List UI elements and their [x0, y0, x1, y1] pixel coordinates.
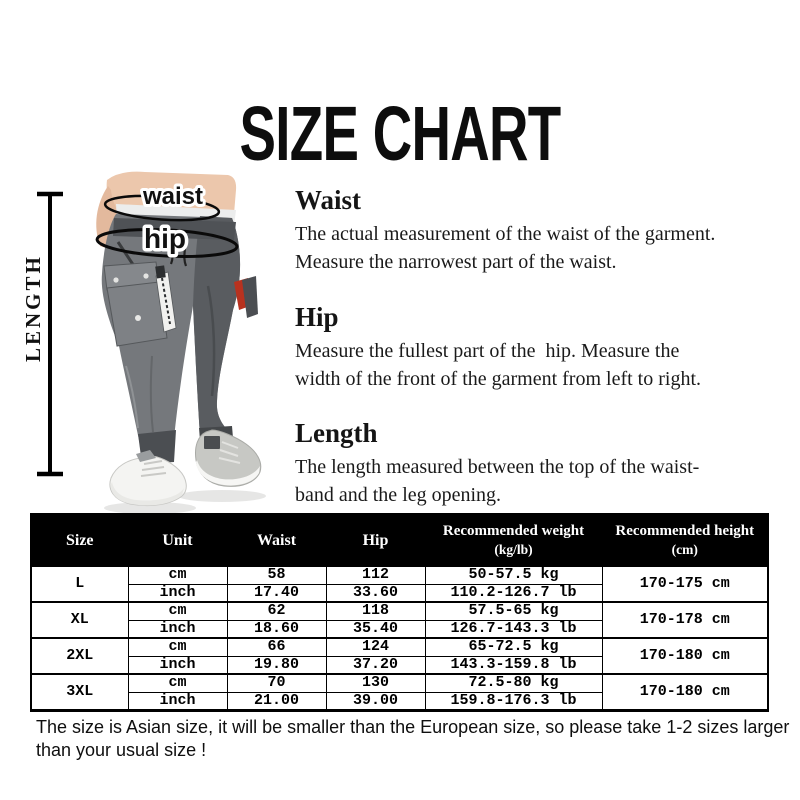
hip-section-body: Measure the fullest part of the hip. Mea… [295, 337, 795, 393]
hip-cell: 118 [325, 601, 426, 621]
table-row: inch 18.60 35.40 126.7-143.3 lb [31, 619, 768, 639]
column-header-height: Recommended height (cm) [601, 513, 769, 567]
table-row: L cm 58 112 50-57.5 kg 170-175 cm [30, 565, 769, 603]
text-line: The length measured between the top of t… [295, 456, 700, 478]
weight-cell: 65-72.5 kg [424, 637, 603, 657]
hip-cell: 35.40 [325, 619, 426, 639]
waist-ellipse [103, 194, 221, 222]
size-cell: L [30, 565, 129, 603]
page-title: SIZE CHART [239, 90, 562, 177]
text-line: width of the front of the garment from l… [295, 368, 702, 390]
table-row: 2XL cm 66 124 65-72.5 kg 170-180 cm [30, 637, 769, 675]
text-line: The actual measurement of the waist of t… [295, 223, 716, 245]
waist-cell: 70 [226, 673, 327, 693]
size-cell: XL [30, 601, 129, 639]
weight-cell: 143.3-159.8 lb [424, 655, 603, 675]
length-section: Length The length measured between the t… [295, 418, 795, 509]
unit-cell: inch [127, 583, 228, 603]
hip-cell: 33.60 [325, 583, 426, 603]
shoe-shadow [178, 490, 266, 502]
unit-cell: cm [127, 601, 228, 621]
waist-cell: 58 [226, 565, 327, 585]
table-row: XL cm 62 118 57.5-65 kg 170-178 cm [30, 601, 769, 639]
waist-section-body: The actual measurement of the waist of t… [295, 220, 795, 276]
left-sneaker-graphic [109, 450, 187, 507]
waist-cell: 19.80 [226, 655, 327, 675]
height-cell: 170-178 cm [601, 601, 769, 639]
weight-cell: 50-57.5 kg [424, 565, 603, 585]
shoe-shadow [104, 502, 196, 514]
weight-cell: 159.8-176.3 lb [424, 691, 603, 711]
crease-lines [125, 365, 139, 429]
column-header-waist: Waist [226, 513, 327, 567]
unit-cell: inch [127, 691, 228, 711]
waist-cell: 17.40 [226, 583, 327, 603]
unit-cell: cm [127, 637, 228, 657]
length-bracket [37, 191, 63, 477]
length-section-body: The length measured between the top of t… [295, 453, 795, 509]
weight-cell: 57.5-65 kg [424, 601, 603, 621]
length-axis-label: LENGTH [21, 254, 45, 362]
size-cell: 2XL [30, 637, 129, 675]
drawstring-graphic [182, 238, 188, 267]
waist-cell: 62 [226, 601, 327, 621]
hip-section-heading: Hip [295, 302, 339, 332]
waist-cell: 18.60 [226, 619, 327, 639]
waist-section-heading: Waist [295, 185, 362, 215]
pants-right-leg-graphic [193, 216, 241, 436]
size-cell: 3XL [30, 673, 129, 711]
unit-cell: cm [127, 673, 228, 693]
unit-cell: cm [127, 565, 228, 585]
side-pocket-flap-graphic [242, 276, 258, 318]
crease-lines [149, 355, 154, 433]
weight-cell: 126.7-143.3 lb [424, 619, 603, 639]
waist-section: Waist The actual measurement of the wais… [295, 185, 795, 276]
pants-measurement-figure: LENGTH [21, 171, 266, 514]
column-header-unit: Unit [127, 513, 228, 567]
column-header-hip: Hip [325, 513, 426, 567]
text-line: band and the leg opening. [295, 484, 502, 506]
drawstring-graphic [169, 237, 174, 265]
text-line: than your usual size ! [36, 740, 207, 760]
crease-lines [206, 285, 216, 397]
weight-cell: 72.5-80 kg [424, 673, 603, 693]
waist-cell: 21.00 [226, 691, 327, 711]
column-header-size: Size [30, 513, 129, 567]
unit-cell: inch [127, 655, 228, 675]
text-line: Measure the fullest part of the hip. Mea… [295, 340, 680, 362]
unit-cell: inch [127, 619, 228, 639]
waist-cell: 66 [226, 637, 327, 657]
table-row: inch 17.40 33.60 110.2-126.7 lb [31, 583, 768, 603]
height-cell: 170-180 cm [601, 673, 769, 711]
hip-ellipse [95, 228, 239, 258]
hip-cell: 124 [325, 637, 426, 657]
text-line: The size is Asian size, it will be small… [36, 717, 790, 737]
table-header-row: Size Unit Waist Hip Recommended weight (… [30, 513, 769, 567]
table-row: inch 21.00 39.00 159.8-176.3 lb [31, 691, 768, 711]
length-section-heading: Length [295, 418, 378, 448]
waist-callout-label: waist [142, 183, 203, 210]
hip-cell: 130 [325, 673, 426, 693]
pocket-opening-line [116, 241, 136, 267]
right-sneaker-graphic [195, 429, 262, 487]
size-disclaimer-note: The size is Asian size, it will be small… [36, 716, 796, 762]
text-line: Measure the narrowest part of the waist. [295, 251, 617, 273]
height-cell: 170-180 cm [601, 637, 769, 675]
table-row: inch 19.80 37.20 143.3-159.8 lb [31, 655, 768, 675]
column-header-weight: Recommended weight (kg/lb) [424, 513, 603, 567]
table-row: 3XL cm 70 130 72.5-80 kg 170-180 cm [30, 673, 769, 711]
hip-cell: 39.00 [325, 691, 426, 711]
hip-cell: 37.20 [325, 655, 426, 675]
hip-callout-label: hip [144, 223, 186, 254]
hip-cell: 112 [325, 565, 426, 585]
cargo-pocket-graphic [103, 261, 177, 347]
hip-section: Hip Measure the fullest part of the hip.… [295, 302, 795, 393]
weight-cell: 110.2-126.7 lb [424, 583, 603, 603]
height-cell: 170-175 cm [601, 565, 769, 603]
size-table: Size Unit Waist Hip Recommended weight (… [30, 513, 769, 712]
